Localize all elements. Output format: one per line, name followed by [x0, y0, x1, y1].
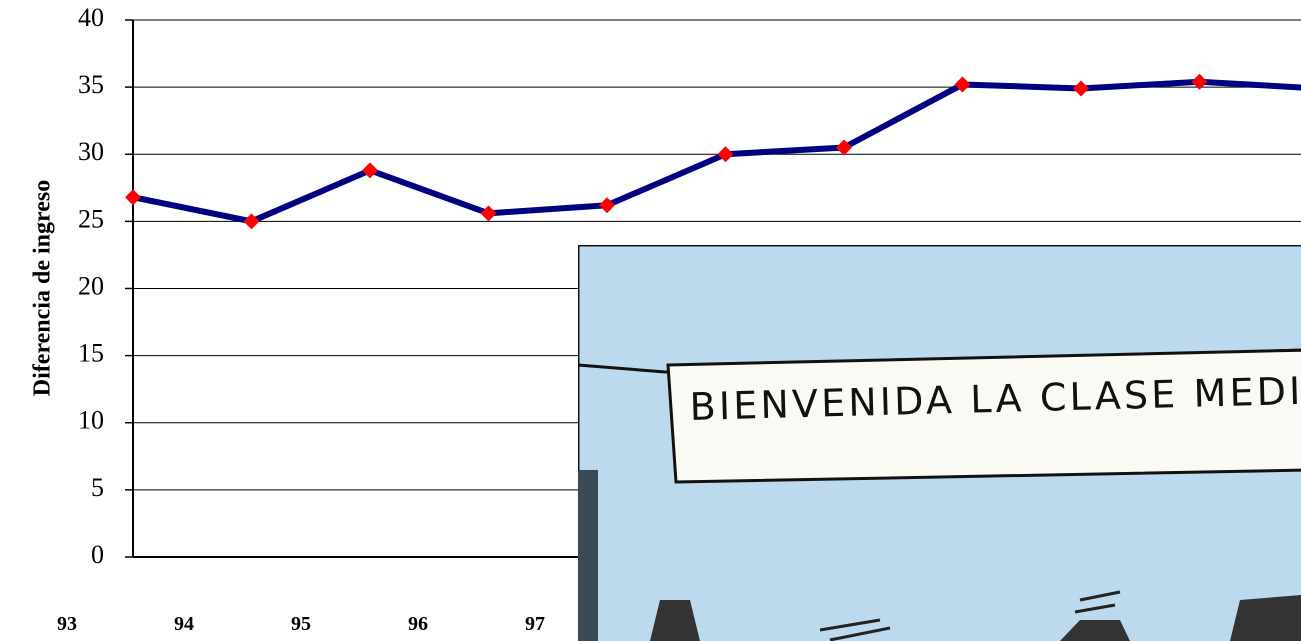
y-tick-label: 5 [91, 473, 104, 502]
y-tick-label: 10 [78, 406, 104, 435]
banner [666, 348, 1301, 484]
y-tick-label: 0 [91, 540, 104, 569]
x-tick-label: 93 [57, 613, 77, 635]
data-point [480, 205, 497, 222]
y-tick-label: 35 [78, 70, 104, 99]
data-point [954, 76, 971, 93]
x-tick-label: 95 [291, 613, 311, 635]
y-tick-label: 20 [78, 271, 104, 300]
x-tick-label: 96 [408, 613, 428, 635]
y-axis-label: Diferencia de ingreso [30, 180, 56, 396]
y-tick-label: 40 [78, 3, 104, 32]
data-point [599, 197, 615, 214]
x-tick-label: 94 [174, 613, 194, 635]
cartoon: BIENVENIDA LA CLASE MEDIA [578, 245, 1301, 641]
data-point [836, 139, 852, 156]
data-point [1191, 73, 1208, 90]
y-tick-label: 30 [78, 137, 104, 166]
series-line [132, 78, 1301, 225]
data-point [1073, 80, 1089, 97]
data-point [362, 162, 378, 179]
y-tick-label: 25 [78, 204, 104, 233]
data-point [125, 189, 141, 206]
y-tick-label: 15 [78, 339, 104, 368]
data-point [717, 146, 734, 163]
data-point [243, 213, 260, 230]
x-tick-label: 97 [525, 613, 545, 635]
